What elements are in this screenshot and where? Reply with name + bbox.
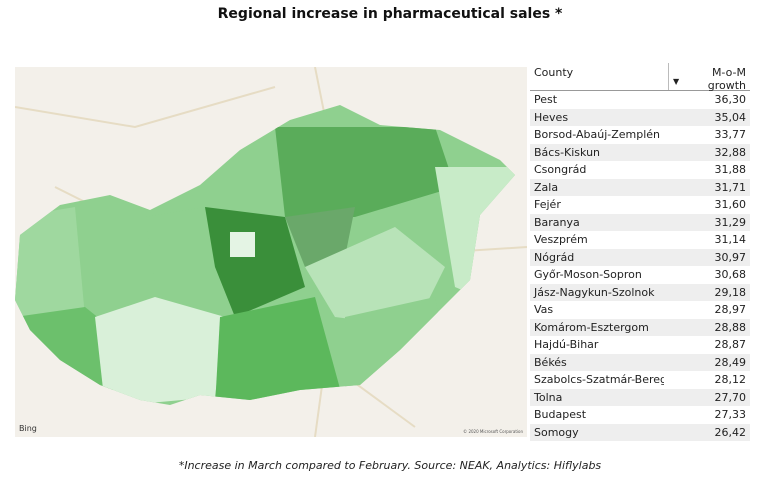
growth-cell: 27,70 (714, 390, 747, 404)
county-cell: Veszprém (534, 233, 588, 246)
table-row: Vas 28,97 (530, 301, 750, 319)
county-cell: Budapest (534, 408, 587, 421)
county-cell: Bács-Kiskun (534, 145, 601, 159)
title: Regional increase in pharmaceutical sale… (217, 6, 563, 22)
growth-cell: 30,68 (714, 268, 747, 281)
region (95, 297, 225, 405)
growth-cell: 30,97 (714, 250, 747, 264)
region (145, 207, 215, 287)
growth-cell: 33,77 (714, 128, 747, 141)
table-row: Jász-Nagykun-Szolnok 29,18 (530, 283, 750, 301)
table-row: Heves 35,04 (530, 108, 750, 126)
growth-cell: 29,18 (714, 285, 747, 299)
table-row: Tolna 27,70 (530, 388, 750, 406)
region (215, 297, 345, 405)
county-cell: Hajdú-Bihar (534, 338, 599, 351)
growth-cell: 28,12 (714, 373, 747, 386)
growth-cell: 28,49 (714, 355, 747, 369)
column-header-text: M-o-M growth (707, 66, 746, 92)
county-cell: Nógrád (534, 250, 575, 264)
county-cell: Heves (534, 110, 569, 124)
table-row: Hajdú-Bihar 28,87 (530, 336, 750, 354)
growth-cell: 31,71 (714, 180, 747, 194)
growth-cell: 27,33 (714, 408, 747, 421)
table: County M-o-M growth ▼ Pest 36,30 Heves 35,04… (530, 63, 750, 441)
county-cell: Zala (534, 180, 559, 194)
map: Bing © 2020 Microsoft Corporation (15, 67, 527, 437)
county-cell: Fejér (534, 198, 561, 211)
column-header[interactable]: County (534, 66, 574, 79)
table-row: Baranya 31,29 (530, 213, 750, 231)
table-row: Komárom-Esztergom 28,88 (530, 318, 750, 336)
growth-cell: 28,97 (714, 303, 747, 316)
table-row: Bács-Kiskun 32,88 (530, 143, 750, 161)
region (230, 232, 255, 257)
growth-cell: 35,04 (714, 110, 747, 124)
map-attribution: © 2020 Microsoft Corporation (463, 429, 523, 434)
growth-cell: 31,29 (714, 215, 747, 229)
table-row: Somogy 26,42 (530, 423, 750, 441)
table-row: Zala 31,71 (530, 178, 750, 196)
table-body: Pest 36,30 Heves 35,04 Borsod-Abaúj-Zemplén 3… (530, 91, 750, 441)
growth-cell: 32,88 (714, 145, 747, 159)
map-logo: Bing (19, 424, 37, 433)
county-cell: Borsod-Abaúj-Zemplén (534, 128, 661, 141)
table-row: Veszprém 31,14 (530, 231, 750, 249)
table-row: Szabolcs-Szatmár-Bereg 28,12 (530, 371, 750, 389)
county-cell: Csongrád (534, 163, 587, 176)
growth-cell: 26,42 (714, 425, 747, 439)
table-row: Nógrád 30,97 (530, 248, 750, 266)
growth-cell: 31,14 (714, 233, 747, 246)
growth-cell: 31,60 (714, 198, 747, 211)
county-cell: Jász-Nagykun-Szolnok (534, 285, 655, 299)
growth-cell: 31,88 (714, 163, 747, 176)
sort-arrow: ▼ (673, 77, 680, 86)
region (305, 227, 445, 327)
table-row: Budapest 27,33 (530, 406, 750, 424)
county-cell: Szabolcs-Szatmár-Bereg (534, 373, 664, 386)
county-cell: Baranya (534, 215, 580, 229)
region (285, 207, 355, 267)
table-header: County M-o-M growth ▼ (530, 63, 750, 92)
county-cell: Tolna (534, 390, 563, 404)
county-cell: Pest (534, 93, 558, 106)
table-row: Csongrád 31,88 (530, 161, 750, 179)
table-row: Fejér 31,60 (530, 196, 750, 214)
county-cell: Somogy (534, 425, 579, 439)
county-cell: Komárom-Esztergom (534, 320, 649, 334)
county-cell: Vas (534, 303, 554, 316)
county-cell: Győr-Moson-Sopron (534, 268, 642, 281)
table-row: Pest 36,30 (530, 91, 750, 109)
table-row: Békés 28,49 (530, 353, 750, 371)
growth-cell: 28,88 (714, 320, 747, 334)
column-header[interactable]: M-o-M growth ▼ (668, 63, 750, 92)
region (15, 207, 85, 327)
county-cell: Békés (534, 355, 567, 369)
table-row: Győr-Moson-Sopron 30,68 (530, 266, 750, 284)
table-row: Borsod-Abaúj-Zemplén 33,77 (530, 126, 750, 144)
growth-cell: 28,87 (714, 338, 747, 351)
footnote: *Increase in March compared to February.… (178, 459, 602, 472)
region (275, 127, 455, 217)
growth-cell: 36,30 (714, 93, 747, 106)
